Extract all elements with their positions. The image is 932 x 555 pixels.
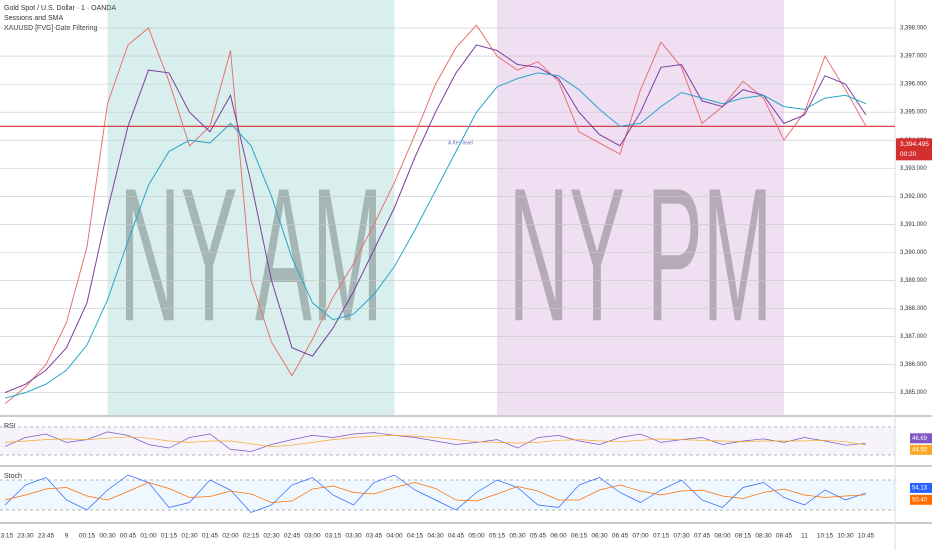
x-tick-label: 06:45	[612, 533, 629, 540]
value-badge	[910, 433, 932, 444]
x-tick-label: 04:00	[386, 533, 403, 540]
price-badge-label: 3,394.495	[900, 141, 929, 148]
session-box	[497, 0, 784, 415]
x-tick-label: 04:45	[448, 533, 465, 540]
price-badge	[896, 138, 932, 161]
x-tick-label: 04:15	[407, 533, 424, 540]
y-tick-label: 3,392.000	[900, 194, 927, 200]
x-tick-label: 07:30	[673, 533, 690, 540]
y-tick-label: 3,387.000	[900, 334, 927, 340]
y-tick-label: 3,393.000	[900, 166, 927, 172]
x-tick-label: 9	[65, 533, 69, 540]
value-badge	[910, 444, 932, 455]
y-tick-label: 3,388.000	[900, 306, 927, 312]
x-tick-label: 04:30	[427, 533, 444, 540]
x-tick-label: 05:15	[489, 533, 506, 540]
x-tick-label: 01:00	[140, 533, 157, 540]
countdown-label: 00:20	[900, 151, 917, 158]
y-tick-label: 3,397.000	[900, 54, 927, 60]
series-line	[4, 435, 867, 447]
x-tick-label: 06:15	[571, 533, 588, 540]
x-tick-label: 02:45	[284, 533, 301, 540]
x-tick-label: 10:45	[858, 533, 875, 540]
x-tick-label: 05:30	[509, 533, 526, 540]
x-tick-label: 07:45	[694, 533, 711, 540]
value-badge-label: 46.69	[912, 436, 928, 442]
x-tick-label: 08:30	[755, 533, 772, 540]
value-badge-label: 44.50	[912, 447, 928, 453]
x-tick-label: 05:45	[530, 533, 547, 540]
x-tick-label: 07:00	[632, 533, 649, 540]
x-tick-label: 03:00	[304, 533, 321, 540]
x-tick-label: 03:15	[325, 533, 342, 540]
pane-title: Stoch	[4, 473, 22, 480]
pane-title: RSI	[4, 423, 16, 430]
y-tick-label: 3,395.000	[900, 110, 927, 116]
series-line	[4, 482, 867, 503]
y-tick-label: 3,398.000	[900, 26, 927, 32]
y-tick-label: 3,391.000	[900, 222, 927, 228]
x-tick-label: 02:00	[222, 533, 239, 540]
x-tick-label: 08:00	[714, 533, 731, 540]
value-badge	[910, 482, 932, 493]
y-tick-label: 3,386.000	[900, 362, 927, 368]
x-tick-label: 01:15	[161, 533, 178, 540]
x-tick-label: 10:30	[837, 533, 854, 540]
x-tick-label: 08:15	[735, 533, 752, 540]
value-badge-label: 54.13	[912, 486, 928, 492]
x-tick-label: 23:30	[17, 533, 34, 540]
x-tick-label: 01:30	[181, 533, 198, 540]
x-tick-label: 01:45	[202, 533, 219, 540]
value-badge-label: 50.40	[912, 497, 928, 503]
series-line	[4, 72, 867, 399]
session-label: NY PM	[508, 149, 772, 361]
x-tick-label: 11	[801, 533, 808, 540]
x-tick-label: 02:15	[243, 533, 260, 540]
x-tick-label: 23:15	[0, 533, 14, 540]
x-tick-label: 00:15	[79, 533, 96, 540]
x-tick-label: 07:15	[653, 533, 670, 540]
y-tick-label: 3,389.000	[900, 278, 927, 284]
y-tick-label: 3,390.000	[900, 250, 927, 256]
x-tick-label: 06:30	[591, 533, 608, 540]
session-box	[107, 0, 395, 415]
series-line	[4, 44, 867, 394]
x-tick-label: 06:00	[550, 533, 567, 540]
x-tick-label: 03:45	[366, 533, 383, 540]
x-tick-label: 02:30	[263, 533, 280, 540]
value-badge	[910, 494, 932, 505]
x-tick-label: 23:45	[38, 533, 55, 540]
x-tick-label: 03:30	[345, 533, 362, 540]
series-line	[4, 431, 867, 452]
y-tick-label: 3,396.000	[900, 82, 927, 88]
x-tick-label: 08:45	[776, 533, 793, 540]
x-tick-label: 00:30	[99, 533, 116, 540]
x-tick-label: 00:45	[120, 533, 137, 540]
y-tick-label: 3,385.000	[900, 390, 927, 396]
indicator-label: XAUUSD [FVG] Gate Filtering	[4, 25, 97, 32]
chart-title: Gold Spot / U.S. Dollar · 1 · OANDA	[4, 5, 116, 12]
x-tick-label: 10:15	[817, 533, 834, 540]
x-tick-label: 05:00	[468, 533, 485, 540]
indicator-label: Sessions and SMA	[4, 15, 63, 22]
